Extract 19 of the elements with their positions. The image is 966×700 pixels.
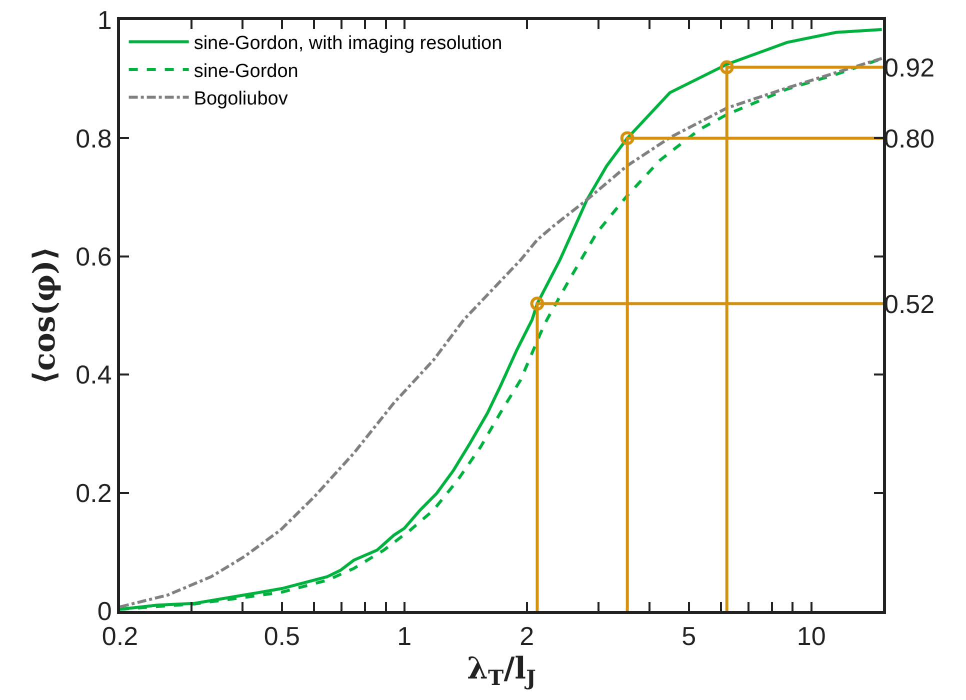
y2-tick-label: 0.92 [884, 52, 935, 82]
x-tick-label: 1 [397, 621, 412, 652]
x-tick-label: 2 [520, 621, 534, 652]
y-tick-label: 0.8 [76, 123, 112, 154]
legend-label: Bogoliubov [194, 88, 288, 110]
x-tick-label: 0.5 [264, 621, 300, 652]
y2-tick-label: 0.80 [884, 123, 935, 154]
x-tick-label: 10 [796, 621, 826, 652]
y2-tick-label: 0.52 [884, 288, 935, 319]
x-tick-label: 5 [682, 621, 696, 652]
legend-label: sine-Gordon [194, 60, 298, 82]
y-tick-label: 1 [97, 5, 112, 36]
y-tick-label: 0.6 [76, 242, 112, 272]
y-tick-label: 0 [97, 596, 112, 626]
y-axis-title: ⟨cos(φ)⟩ [28, 246, 63, 385]
x-axis-title: λ$_{T}$/l$_{J}$ [467, 652, 536, 690]
legend-label: sine-Gordon, with imaging resolution [194, 33, 502, 54]
y-tick-label: 0.4 [76, 360, 112, 390]
y-tick-label: 0.2 [76, 478, 112, 508]
